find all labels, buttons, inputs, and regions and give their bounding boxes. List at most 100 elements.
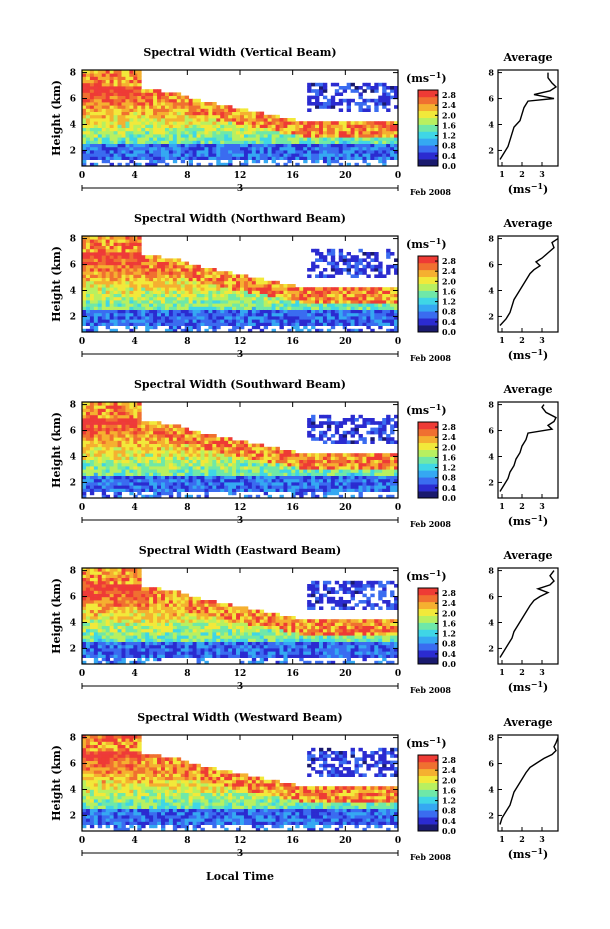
colorbar-swatch [418,463,438,471]
colorbar-tick-label: 0.0 [442,493,456,503]
colorbar-tick-label: 0.4 [442,317,456,327]
x-tick-label: 12 [234,337,247,347]
avg-y-tick-label: 4 [488,119,494,129]
colorbar-swatch [418,810,438,818]
x-tick-label: 16 [286,669,299,679]
colorbar-swatch [418,636,438,644]
y-tick-label: 4 [70,618,76,628]
colorbar-swatch [418,311,438,319]
colorbar-swatch [418,159,438,167]
colorbar-swatch [418,117,438,125]
colorbar-swatch [418,615,438,623]
colorbar-swatch [418,96,438,105]
y-tick-label: 2 [70,811,76,821]
colorbar-swatch [418,449,438,457]
x-tick-label: 12 [234,503,247,513]
y-tick-label: 2 [70,644,76,654]
x-tick-label: 20 [339,503,352,513]
colorbar-tick-label: 2.0 [442,442,456,452]
colorbar-swatch [418,422,438,430]
avg-x-tick-label: 1 [499,667,505,677]
colorbar-tick-label: 2.0 [442,110,456,120]
y-tick-label: 4 [70,120,76,130]
y-tick-label: 2 [70,146,76,156]
avg-y-tick-label: 8 [488,68,494,78]
heatmap-cells [82,568,399,665]
y-tick-label: 6 [70,427,76,437]
y-axis-label: Height (km) [50,745,63,821]
average-profile-line [499,570,555,658]
colorbar-tick-label: 0.4 [442,483,456,493]
colorbar-swatch [418,435,438,444]
colorbar-swatch [418,145,438,153]
colorbar-tick-label: 2.8 [442,90,456,100]
colorbar-tick-label: 1.6 [442,120,456,130]
colorbar-swatch [418,477,438,485]
avg-x-tick-label: 1 [499,335,505,345]
y-tick-label: 6 [70,593,76,603]
colorbar: (ms−1) 0.00.40.81.21.62.02.42.8 [406,236,456,337]
colorbar-swatch [418,325,438,333]
heatmap-cells [82,402,399,499]
colorbar-tick-label: 2.0 [442,608,456,618]
panel-4: Spectral Width (Eastward Beam) 2 4 6 8 Height… [50,544,559,695]
average-panel: Average 2 4 6 8 1 2 3 (ms−1) [488,51,559,196]
y-tick-label: 8 [70,734,76,744]
average-profile-line [499,404,557,492]
x-tick-label: 0 [79,836,85,846]
colorbar-swatch [418,456,438,464]
x-tick-label: 4 [132,503,138,513]
colorbar-tick-label: 0.0 [442,659,456,669]
colorbar-frame [417,754,439,832]
avg-y-tick-label: 4 [488,285,494,295]
colorbar-swatch [418,601,438,610]
panel-2: Spectral Width (Northward Beam) 2 4 6 8 Heigh… [50,212,559,363]
avg-x-tick-label: 3 [539,501,545,511]
colorbar-tick-label: 2.4 [442,765,456,775]
avg-y-tick-label: 6 [488,260,494,270]
colorbar-swatch [418,442,438,450]
avg-x-tick-label: 3 [539,335,545,345]
colorbar-tick-label: 2.8 [442,256,456,266]
avg-y-tick-label: 6 [488,426,494,436]
avg-x-tick-label: 3 [539,169,545,179]
y-tick-label: 8 [70,69,76,79]
average-panel: Average 2 4 6 8 1 2 3 (ms−1) [488,217,559,362]
day-label: 3 [237,682,243,692]
colorbar-tick-label: 0.0 [442,826,456,836]
colorbar-swatch [418,90,438,98]
y-tick-label: 2 [70,478,76,488]
average-frame [497,734,559,832]
y-tick-label: 6 [70,760,76,770]
day-label: 3 [237,350,243,360]
avg-y-tick-label: 6 [488,94,494,104]
colorbar-swatch [418,138,438,146]
y-axis-label: Height (km) [50,578,63,654]
average-panel: Average 2 4 6 8 1 2 3 (ms−1) [488,716,559,861]
x-tick-label: 16 [286,503,299,513]
colorbar-tick-label: 2.8 [442,422,456,432]
x-axis-label: Local Time [206,870,274,883]
average-profile-line [499,238,559,326]
average-title: Average [502,217,552,230]
colorbar-tick-label: 0.8 [442,806,456,816]
y-tick-label: 6 [70,95,76,105]
colorbar-swatch [418,817,438,825]
y-axis-label: Height (km) [50,246,63,322]
x-tick-label: 8 [184,669,190,679]
colorbar-swatch [418,152,438,160]
average-frame [497,567,559,665]
avg-y-tick-label: 4 [488,617,494,627]
colorbar-swatch [418,110,438,118]
colorbar-unit: (ms−1) [406,402,447,417]
colorbar-frame [417,587,439,665]
colorbar-swatch [418,657,438,665]
colorbar-swatch [418,491,438,499]
colorbar-tick-label: 0.0 [442,327,456,337]
colorbar-tick-label: 0.4 [442,151,456,161]
colorbar-swatch [418,297,438,305]
avg-y-tick-label: 2 [488,145,494,155]
average-frame [497,235,559,333]
x-tick-label: 12 [234,669,247,679]
colorbar-tick-label: 0.8 [442,307,456,317]
